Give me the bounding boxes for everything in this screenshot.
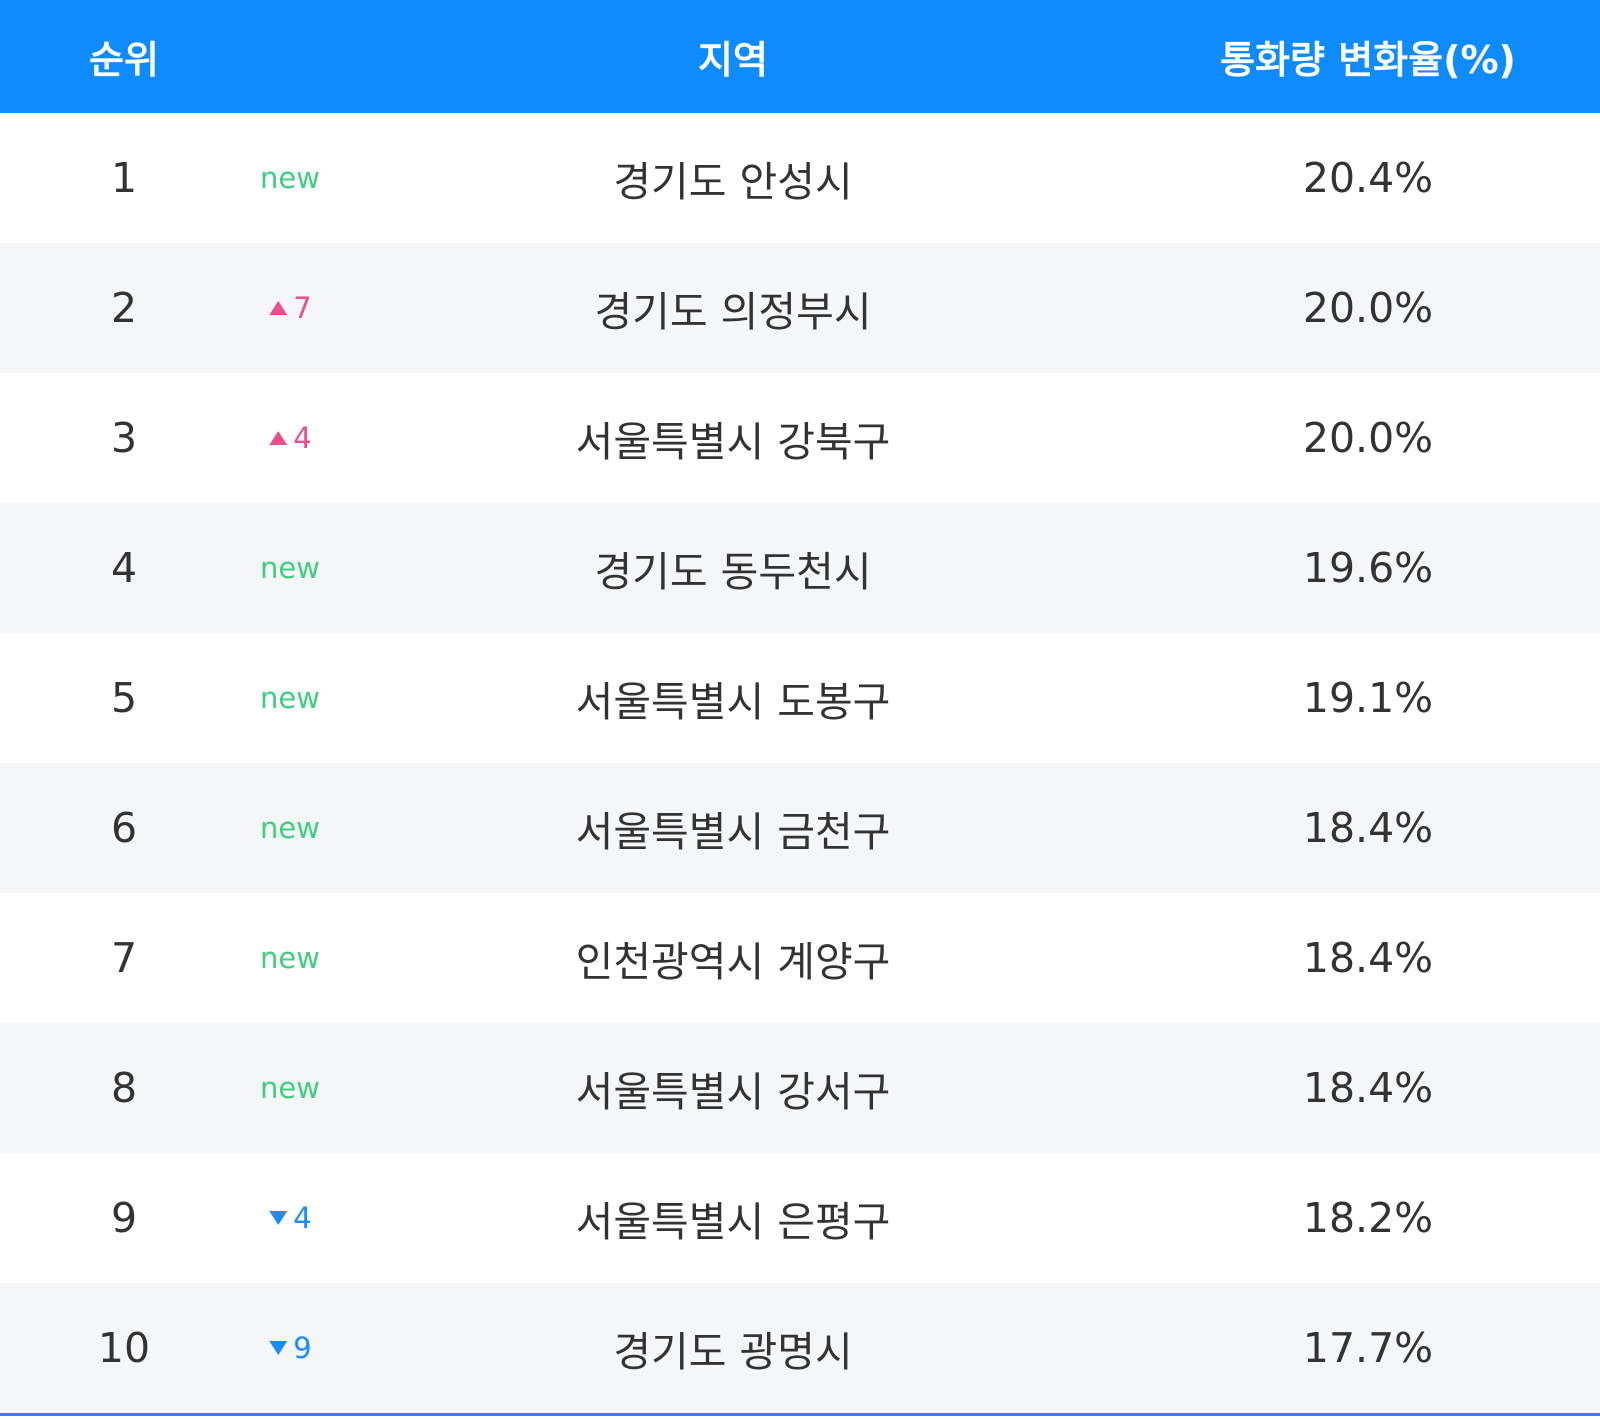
change-label: 4 — [293, 421, 312, 455]
region-cell: 경기도 동두천시 — [594, 548, 872, 596]
region-cell: 서울특별시 금천구 — [575, 808, 891, 856]
rate-cell: 20.0% — [1302, 284, 1434, 332]
rate-cell: 19.1% — [1302, 674, 1434, 722]
change-cell: 4 — [268, 373, 312, 503]
rank-cell: 2 — [110, 284, 138, 332]
rate-cell: 18.4% — [1302, 934, 1434, 982]
rank-cell: 7 — [110, 934, 138, 982]
table-row: 5 new 서울특별시 도봉구 19.1% — [0, 633, 1600, 763]
region-cell: 경기도 안성시 — [613, 158, 853, 206]
change-cell: new — [260, 763, 320, 893]
table-row: 4 new 경기도 동두천시 19.6% — [0, 503, 1600, 633]
region-cell: 경기도 광명시 — [613, 1328, 853, 1376]
arrow-shape — [269, 431, 288, 445]
table-row: 2 7 경기도 의정부시 20.0% — [0, 243, 1600, 373]
rate-cell: 19.6% — [1302, 544, 1434, 592]
rank-cell: 9 — [110, 1194, 138, 1242]
change-cell: 9 — [268, 1283, 312, 1413]
change-cell: new — [260, 1023, 320, 1153]
region-cell: 인천광역시 계양구 — [575, 938, 891, 986]
change-label: new — [260, 681, 320, 715]
change-label: new — [260, 161, 320, 195]
table-row: 1 new 경기도 안성시 20.4% — [0, 113, 1600, 243]
rank-cell: 10 — [97, 1324, 151, 1372]
rank-cell: 6 — [110, 804, 138, 852]
table-header: 순위 지역 통화량 변화율(%) — [0, 0, 1600, 113]
change-label: new — [260, 1071, 320, 1105]
arrow-shape — [269, 301, 288, 315]
table-row: 8 new 서울특별시 강서구 18.4% — [0, 1023, 1600, 1153]
change-label: new — [260, 811, 320, 845]
down-arrow — [269, 1341, 288, 1355]
rank-cell: 8 — [110, 1064, 138, 1112]
rank-cell: 4 — [110, 544, 138, 592]
change-label: new — [260, 941, 320, 975]
down-arrow — [269, 1211, 288, 1225]
change-cell: new — [260, 893, 320, 1023]
change-label: 4 — [293, 1201, 312, 1235]
region-cell: 서울특별시 도봉구 — [575, 678, 891, 726]
rank-cell: 3 — [110, 414, 138, 462]
up-arrow — [269, 301, 288, 315]
table-row: 7 new 인천광역시 계양구 18.4% — [0, 893, 1600, 1023]
rank-cell: 1 — [110, 154, 138, 202]
change-cell: 7 — [268, 243, 312, 373]
rate-cell: 20.4% — [1302, 154, 1434, 202]
table-row: 6 new 서울특별시 금천구 18.4% — [0, 763, 1600, 893]
table-row: 3 4 서울특별시 강북구 20.0% — [0, 373, 1600, 503]
change-label: new — [260, 551, 320, 585]
region-cell: 서울특별시 강북구 — [575, 418, 891, 466]
rate-cell: 18.4% — [1302, 804, 1434, 852]
change-cell: new — [260, 503, 320, 633]
arrow-shape — [269, 1211, 288, 1225]
rate-cell: 18.2% — [1302, 1194, 1434, 1242]
change-label: 9 — [293, 1331, 312, 1365]
rate-cell: 17.7% — [1302, 1324, 1434, 1372]
table-row: 9 4 서울특별시 은평구 18.2% — [0, 1153, 1600, 1283]
change-cell: new — [260, 113, 320, 243]
change-cell: new — [260, 633, 320, 763]
up-arrow — [269, 431, 288, 445]
table-row: 10 9 경기도 광명시 17.7% — [0, 1283, 1600, 1413]
change-label: 7 — [293, 291, 312, 325]
rank-cell: 5 — [110, 674, 138, 722]
rate-cell: 20.0% — [1302, 414, 1434, 462]
region-cell: 서울특별시 은평구 — [575, 1198, 891, 1246]
rate-cell: 18.4% — [1302, 1064, 1434, 1112]
header-cell: 순위 — [89, 38, 159, 82]
change-cell: 4 — [268, 1153, 312, 1283]
region-cell: 경기도 의정부시 — [594, 288, 872, 336]
header-cell: 통화량 변화율(%) — [1220, 38, 1516, 82]
arrow-shape — [269, 1341, 288, 1355]
header-cell: 지역 — [698, 38, 768, 82]
region-cell: 서울특별시 강서구 — [575, 1068, 891, 1116]
